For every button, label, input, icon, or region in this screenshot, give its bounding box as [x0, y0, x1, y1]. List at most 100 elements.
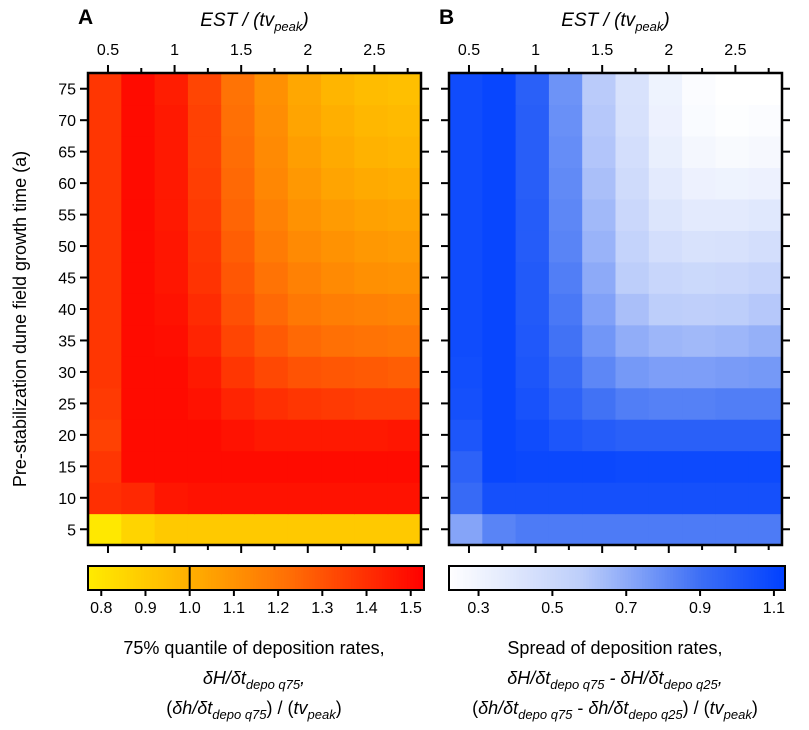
heatmap-cell — [321, 419, 355, 452]
colorbar-segment — [589, 566, 593, 590]
heatmap-cell — [254, 198, 289, 231]
heatmap-cell — [187, 293, 222, 326]
heatmap-cell — [449, 198, 483, 231]
colorbar-segment — [510, 566, 514, 590]
panel-letter: B — [439, 6, 454, 29]
colorbar-segment — [376, 566, 380, 590]
heatmap-cell — [648, 356, 683, 389]
colorbar-segment — [247, 566, 251, 590]
colorbar-segment — [284, 566, 288, 590]
colorbar-segment — [776, 566, 780, 590]
colorbar-segment — [275, 566, 279, 590]
colorbar-segment — [158, 566, 162, 590]
heatmap-cell — [121, 261, 156, 294]
x-tick-label: 1.5 — [591, 42, 613, 59]
heatmap-cell — [682, 513, 716, 546]
colorbar-segment — [261, 566, 265, 590]
heatmap-cell — [548, 513, 583, 546]
heatmap-cell — [515, 293, 550, 326]
heatmap-cell — [387, 135, 422, 168]
heatmap-cell — [354, 419, 389, 452]
heatmap-cell — [482, 356, 517, 389]
heatmap-cell — [482, 450, 517, 483]
heatmap-cell — [615, 356, 650, 389]
colorbar-tick-label: 0.9 — [689, 600, 711, 617]
colorbar-segment — [740, 566, 744, 590]
heatmap-cell — [682, 104, 716, 137]
heatmap-cell — [615, 450, 650, 483]
colorbar-segment — [258, 566, 263, 590]
heatmap-cell — [682, 167, 716, 200]
colorbar-segment — [393, 566, 397, 590]
y-tick-label: 50 — [58, 239, 76, 256]
heatmap-cell — [715, 419, 750, 452]
heatmap-cell — [321, 230, 355, 263]
heatmap-cell — [88, 356, 122, 389]
heatmap-cell — [748, 293, 783, 326]
colorbar-segment — [572, 566, 576, 590]
colorbar-segment — [731, 566, 736, 590]
colorbar-segment — [104, 566, 109, 590]
heatmap-cell — [287, 387, 322, 420]
heatmap-cell — [648, 482, 683, 515]
heatmap-cell — [615, 324, 650, 357]
heatmap-cell — [715, 73, 750, 106]
heatmap-cell — [121, 73, 156, 106]
heatmap-cell — [648, 104, 683, 137]
heatmap-cell — [154, 167, 189, 200]
colorbar-segment — [236, 566, 240, 590]
colorbar-segment — [396, 566, 400, 590]
heatmap-cell — [287, 230, 322, 263]
heatmap-cell — [154, 261, 189, 294]
heatmap-cell — [715, 513, 750, 546]
heatmap-cell — [187, 482, 222, 515]
colorbar-segment — [493, 566, 498, 590]
colorbar-segment — [566, 566, 570, 590]
colorbar-segment — [521, 566, 526, 590]
y-tick-label: 70 — [58, 113, 76, 130]
heatmap-cell — [449, 230, 483, 263]
colorbar-segment — [482, 566, 486, 590]
heatmap-cell — [221, 293, 256, 326]
heatmap-cell — [321, 198, 355, 231]
heatmap-cell — [515, 513, 550, 546]
heatmap-cell — [187, 73, 222, 106]
heatmap-cell — [221, 73, 256, 106]
colorbar-segment — [180, 566, 184, 590]
heatmap-cell — [548, 419, 583, 452]
colorbar-segment — [653, 566, 657, 590]
heatmap-cell — [387, 450, 422, 483]
colorbar-segment — [110, 566, 114, 590]
heatmap-cell — [715, 387, 750, 420]
colorbar-segment — [619, 566, 624, 590]
heatmap-cell — [715, 135, 750, 168]
colorbar-segment — [138, 566, 142, 590]
colorbar-segment — [281, 566, 285, 590]
colorbar-segment — [345, 566, 349, 590]
colorbar-segment — [141, 566, 145, 590]
heatmap-cell — [615, 513, 650, 546]
colorbar-segment — [230, 566, 235, 590]
colorbar-segment — [580, 566, 584, 590]
heatmap-cell — [449, 135, 483, 168]
heatmap-cell — [287, 356, 322, 389]
colorbar-segment — [295, 566, 299, 590]
heatmap-cell — [715, 482, 750, 515]
heatmap-cell — [748, 135, 783, 168]
heatmap-cell — [387, 198, 422, 231]
colorbar-tick-label: 1.2 — [267, 600, 289, 617]
colorbar-segment — [135, 566, 139, 590]
colorbar-segment — [96, 566, 100, 590]
colorbar-segment — [289, 566, 293, 590]
heatmap-cell — [582, 513, 617, 546]
heatmap-cell — [715, 104, 750, 137]
heatmap-cell — [482, 198, 517, 231]
colorbar-segment — [586, 566, 590, 590]
colorbar-segment — [368, 566, 372, 590]
heatmap-cell — [321, 450, 355, 483]
colorbar-segment — [614, 566, 618, 590]
heatmap-cell — [582, 482, 617, 515]
heatmap-cell — [748, 73, 783, 106]
y-tick-label: 40 — [58, 302, 76, 319]
heatmap-cell — [387, 73, 422, 106]
